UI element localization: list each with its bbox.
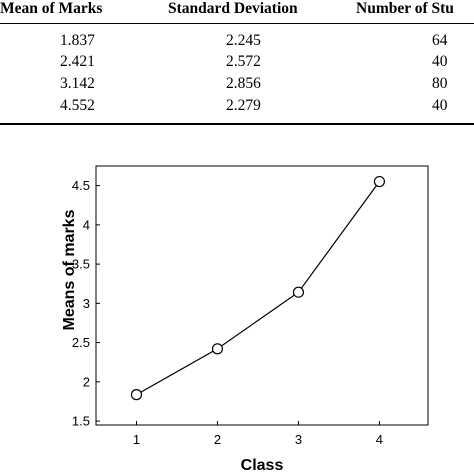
- x-tick-label: 2: [214, 432, 221, 447]
- plot-frame: [95, 165, 429, 426]
- table-cell-mean: 4.552: [60, 97, 95, 114]
- data-point: [373, 175, 386, 188]
- data-point: [292, 286, 305, 298]
- y-tick-label: 2.5: [72, 335, 90, 350]
- table-cell-mean: 1.837: [60, 32, 95, 49]
- y-axis-label: Means of marks: [61, 209, 78, 330]
- y-tick-label: 1.5: [72, 414, 90, 429]
- table-cell-count: 40: [432, 53, 448, 70]
- table-cell-sd: 2.279: [226, 97, 261, 114]
- x-tick-label: 3: [295, 432, 302, 447]
- header-mean-of-marks: Mean of Marks: [0, 0, 103, 17]
- y-tick-label: 2: [83, 374, 90, 389]
- y-tick-label: 3: [83, 296, 90, 311]
- y-tick-label: 3.5: [72, 257, 90, 272]
- header-number-of-students: Number of Stu: [356, 0, 454, 17]
- y-tick-label: 4: [83, 217, 90, 232]
- x-axis-label: Class: [241, 457, 284, 474]
- table-cell-mean: 3.142: [60, 75, 95, 92]
- x-tick-label: 4: [376, 432, 383, 447]
- header-rule: [0, 23, 474, 24]
- table-cell-sd: 2.856: [226, 75, 261, 92]
- table-cell-mean: 2.421: [60, 53, 95, 70]
- y-tick-label: 4.5: [72, 178, 90, 193]
- data-point: [211, 343, 224, 355]
- data-point: [130, 389, 143, 401]
- table-cell-count: 40: [432, 97, 448, 114]
- table-cell-count: 64: [432, 32, 448, 49]
- series-line: [136, 181, 380, 396]
- means-of-marks-line-chart: 1 2 3 4 1.5 2 2.5 3 3.5 4 4.5 Class Means of marks: [61, 165, 429, 474]
- results-table: Mean of Marks Standard Deviation Number …: [0, 0, 474, 128]
- table-cell-sd: 2.572: [226, 53, 261, 70]
- x-tick-label: 1: [133, 432, 140, 447]
- bottom-rule: [0, 123, 474, 125]
- table-cell-sd: 2.245: [226, 32, 261, 49]
- table-cell-count: 80: [432, 75, 448, 92]
- header-standard-deviation: Standard Deviation: [168, 0, 298, 17]
- plot-area: 1 2 3 4 1.5 2 2.5 3 3.5 4 4.5: [72, 165, 429, 447]
